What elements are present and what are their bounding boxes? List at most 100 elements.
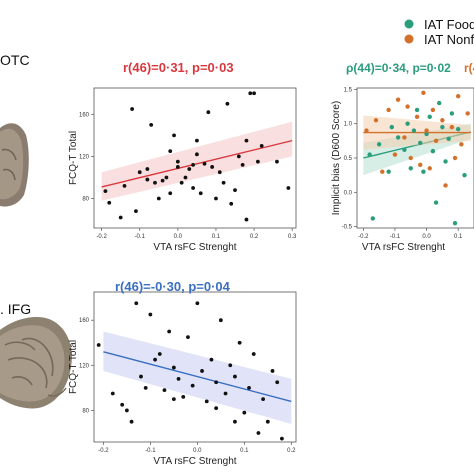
data-point [242, 410, 247, 415]
y-tick-label: 80 [82, 197, 89, 203]
plot-area [96, 301, 292, 441]
plot-frame [93, 87, 297, 229]
data-point [247, 385, 251, 390]
data-point [181, 394, 186, 399]
data-point [96, 343, 101, 347]
data-point-series-1 [364, 128, 369, 133]
x-tick-label: -0.2 [358, 234, 369, 240]
y-tick-label: 160 [79, 112, 90, 118]
data-point-series-0 [411, 128, 417, 133]
data-point [122, 183, 127, 188]
brain-top-image [0, 123, 29, 207]
data-point-series-0 [386, 169, 391, 174]
data-point [259, 143, 264, 148]
data-point [202, 161, 207, 166]
x-tick-label: -0.1 [135, 234, 146, 240]
x-axis-label: VTA rsFC Strenght [153, 456, 236, 467]
data-point-series-1 [465, 111, 470, 116]
data-point [183, 175, 188, 180]
data-point [162, 388, 167, 393]
data-point-series-1 [433, 138, 439, 144]
data-point [153, 180, 157, 185]
fit-confidence-band [103, 331, 292, 424]
x-tick-label: 0.0 [174, 234, 183, 240]
data-point [179, 180, 184, 185]
data-point [118, 215, 123, 220]
data-point [233, 419, 237, 424]
data-point [134, 209, 138, 214]
data-point [233, 374, 237, 379]
x-tick-label: 0.3 [288, 234, 297, 240]
x-tick-label: 0.1 [454, 234, 463, 240]
data-point-series-1 [449, 124, 455, 130]
x-tick-label: 0.2 [287, 448, 296, 454]
y-axis-label: Implicit bias (D600 Score) [331, 101, 342, 215]
data-point-series-0 [462, 172, 467, 178]
brain-bottom-image [0, 316, 72, 409]
x-tick-label: -0.2 [96, 234, 107, 240]
fit-regression-line [101, 139, 293, 188]
plot-area [101, 91, 293, 222]
data-point-series-1 [408, 155, 413, 161]
data-point [167, 329, 172, 334]
x-tick-label: 0.1 [212, 234, 221, 240]
x-tick-label: 0.0 [422, 234, 431, 240]
data-point [198, 191, 203, 196]
data-point [244, 217, 249, 222]
x-tick-label: -0.1 [145, 448, 156, 454]
data-point [153, 357, 157, 362]
brain-bottom-label: . IFG [0, 301, 31, 317]
data-point [191, 186, 195, 190]
data-point-series-1 [402, 135, 407, 140]
data-point [176, 376, 181, 381]
data-point [229, 201, 234, 206]
scatter-chart-top-middle: -0.2 -0.1 0.0 0.1 0.2 0.3 80 120 160 VTA rsFC Str… [68, 60, 297, 253]
data-point [221, 180, 226, 185]
y-axis-label: FCQ-T Total [68, 131, 79, 185]
data-point-series-0 [367, 152, 372, 157]
plot-area [363, 90, 472, 226]
data-point [225, 101, 230, 106]
data-point [228, 363, 233, 368]
data-point-series-1 [440, 118, 445, 123]
data-point-series-1 [373, 118, 379, 123]
data-point-series-1 [427, 166, 432, 171]
data-point [252, 91, 256, 96]
data-point-series-1 [443, 183, 448, 188]
x-tick-label: 0.0 [193, 448, 202, 454]
data-point [160, 178, 165, 183]
data-point [261, 397, 266, 402]
data-point [236, 154, 241, 159]
data-point-series-1 [395, 97, 401, 102]
x-tick-label: 0.2 [250, 234, 259, 240]
data-point [171, 397, 176, 402]
data-point-series-1 [459, 142, 464, 147]
data-point [107, 200, 112, 205]
data-point-series-0 [440, 124, 445, 130]
data-point [265, 419, 270, 424]
data-point-series-1 [430, 107, 436, 113]
data-point [175, 159, 180, 164]
x-tick-label: -0.1 [390, 234, 401, 240]
data-point [204, 399, 209, 404]
data-point-series-0 [418, 140, 423, 146]
data-point [206, 110, 211, 115]
data-point-series-0 [430, 148, 436, 154]
data-point-series-1 [452, 155, 458, 161]
y-tick-label: 0.0 [344, 190, 353, 196]
data-point [256, 431, 261, 435]
x-axis-label: VTA rsFC Strenght [362, 242, 445, 253]
data-point [195, 152, 199, 157]
data-point-series-1 [424, 128, 429, 133]
data-point [129, 419, 134, 424]
data-point [145, 177, 150, 182]
data-point [223, 391, 228, 396]
data-point-series-0 [437, 100, 442, 106]
correlation-annotation: ρ(44)=0·34, p=0·02 [346, 61, 451, 75]
data-point [187, 167, 192, 171]
data-point-series-0 [395, 135, 401, 140]
data-point [255, 159, 260, 164]
data-point-series-1 [414, 114, 420, 120]
data-point [164, 175, 169, 180]
